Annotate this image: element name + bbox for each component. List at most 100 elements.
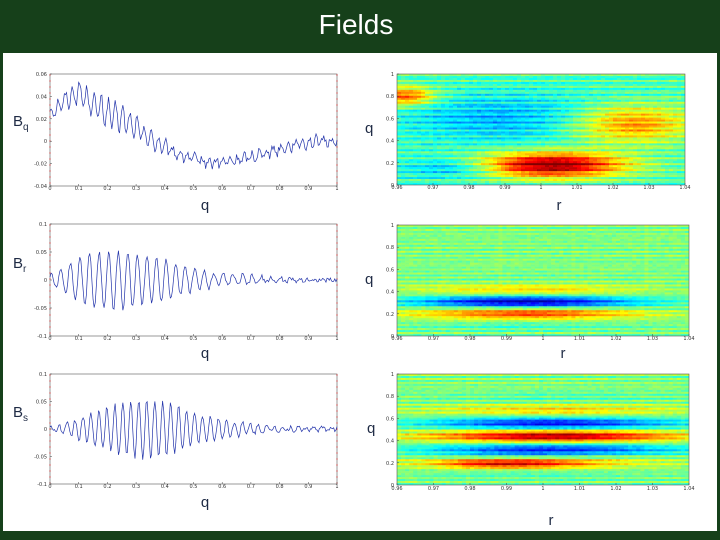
Bq-map-cell: [485, 83, 490, 87]
Bq-map-cell: [501, 151, 506, 154]
Bq-map-cell: [605, 139, 610, 142]
Bq-map-cell: [545, 117, 550, 120]
Bq-map-cell: [529, 105, 534, 108]
Bq-map-cell: [449, 169, 454, 172]
Bq-map-cell: [445, 145, 450, 148]
Bq-map-cell: [597, 159, 602, 162]
Bq-map-cell: [425, 177, 430, 180]
Bq-map-cell: [513, 105, 518, 108]
Bq-map-cell: [657, 127, 662, 130]
Bq-map-cell: [493, 177, 498, 180]
Bq-map-cell: [657, 103, 662, 107]
Bq-map-cell: [537, 139, 542, 142]
Bq-map-cell: [553, 169, 558, 172]
Bq-map-cell: [521, 149, 526, 152]
Bq-map-cell: [665, 145, 670, 148]
Bq-map-cell: [501, 159, 506, 162]
Bq-map-cell: [609, 105, 614, 108]
Bq-map-cell: [645, 133, 650, 136]
Bq-map-cell: [553, 74, 558, 77]
Bq-map-cell: [461, 165, 466, 168]
Br-map-cell: [587, 244, 592, 248]
Bq-map-cell: [413, 74, 418, 77]
Bq-map-cell: [553, 149, 558, 152]
Br-map-cell: [445, 230, 451, 234]
Br-map-cell: [417, 246, 422, 250]
Br-map-cell: [620, 232, 625, 236]
Br-map-cell: [530, 234, 536, 238]
Bq-map-cell: [421, 167, 426, 170]
Bq-map-cell: [501, 85, 506, 89]
Bq-map-cell: [585, 105, 590, 108]
Br-line-xtick-label: 0.4: [161, 336, 169, 342]
Bq-map-cell: [493, 117, 498, 120]
Br-map-cell: [611, 230, 617, 234]
Bq-map-cell: [489, 169, 494, 172]
Bq-map-cell: [469, 127, 474, 130]
Bq-map-cell: [441, 119, 446, 122]
Bq-map-cell: [621, 145, 626, 148]
Bq-map-cell: [433, 167, 438, 170]
Bq-map-cell: [561, 175, 566, 178]
Bq-map-cell: [637, 119, 642, 122]
Bq-map-cell: [521, 177, 526, 180]
Bq-map-cell: [541, 103, 546, 107]
Br-map-cell: [660, 244, 665, 248]
Bq-map-cell: [429, 139, 434, 142]
Bq-map-cell: [533, 137, 538, 140]
Br-map-cell: [413, 234, 418, 238]
Bq-map-cell: [621, 159, 626, 162]
Bq-map-cell: [533, 177, 538, 180]
Bq-map-cell: [493, 179, 498, 182]
Bq-map-cell: [593, 115, 598, 118]
Bq-map-cell: [561, 109, 566, 112]
Bq-map-cell: [561, 183, 566, 185]
Bq-map-cell: [465, 147, 470, 150]
Br-map-cell: [603, 226, 609, 230]
Bq-map-cell: [441, 109, 446, 112]
Br-map-cell: [603, 240, 609, 244]
Bq-map-cell: [493, 93, 498, 97]
Bq-map-cell: [621, 129, 626, 132]
slide-title: Fields: [318, 9, 394, 40]
Br-map-cell: [591, 228, 597, 232]
Bq-map-cell: [505, 165, 510, 168]
Br-map-cell: [526, 244, 532, 248]
Bq-map-cell: [433, 85, 438, 89]
Bq-map-cell: [645, 109, 650, 112]
Bq-map-cell: [673, 74, 678, 77]
Br-map-cell: [563, 232, 568, 236]
Bq-map-cell: [621, 163, 626, 166]
Br-map-cell: [583, 234, 588, 238]
Bq-map-cell: [549, 167, 554, 170]
Bq-map-cell: [493, 159, 498, 162]
Bq-map-cell: [657, 153, 662, 156]
Bq-map-cell: [457, 79, 462, 83]
Bq-map-cell: [405, 127, 410, 130]
Bq-map-cell: [469, 119, 474, 122]
Br-map-cell: [453, 240, 459, 244]
Br-map-cell: [437, 236, 442, 240]
Br-map-cell: [526, 238, 532, 242]
Bq-map-cell: [405, 107, 410, 110]
Bq-map-cell: [565, 75, 570, 79]
Bq-map-cell: [489, 133, 494, 136]
Bq-map-cell: [589, 113, 594, 116]
Bq-map-cell: [669, 117, 674, 120]
Bq-map-cell: [517, 133, 522, 136]
Bq-map-cell: [565, 115, 570, 118]
Bq-map-cell: [457, 123, 462, 126]
Bq-map-cell: [549, 105, 554, 108]
Bq-map-cell: [613, 129, 618, 132]
Bq-map-cell: [641, 141, 646, 144]
Bq-map-cell: [425, 155, 430, 158]
Bq-map-cell: [469, 139, 474, 142]
Bq-map-cell: [677, 183, 682, 185]
Bq-map-cell: [605, 135, 610, 138]
Bq-map-cell: [493, 91, 498, 95]
Bq-line-xtick-label: 0.8: [276, 186, 284, 192]
Bq-map-cell: [449, 159, 454, 162]
Bq-map-cell: [405, 133, 410, 136]
Bq-map-cell: [469, 179, 474, 182]
Bq-map-cell: [481, 157, 486, 160]
